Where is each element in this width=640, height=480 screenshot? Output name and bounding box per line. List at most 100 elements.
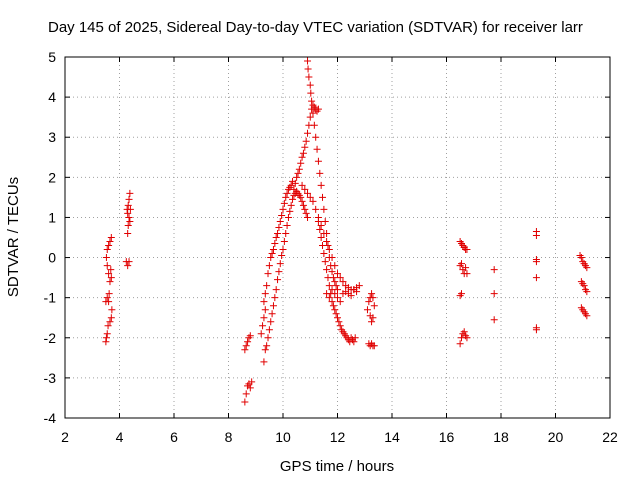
- data-point: [259, 322, 267, 330]
- data-point: [103, 262, 111, 270]
- data-point: [269, 302, 277, 310]
- y-tick-label: -3: [44, 370, 57, 386]
- data-point: [271, 294, 279, 302]
- x-tick-label: 16: [439, 429, 455, 445]
- data-point: [306, 113, 314, 121]
- data-point: [126, 189, 134, 197]
- data-point: [319, 193, 327, 201]
- data-point: [264, 334, 272, 342]
- data-point: [325, 246, 333, 254]
- data-point: [307, 89, 315, 97]
- data-point: [124, 201, 132, 209]
- data-point: [244, 338, 252, 346]
- data-point: [278, 211, 286, 219]
- data-point: [102, 338, 110, 346]
- data-point: [323, 266, 331, 274]
- x-tick-label: 8: [225, 429, 233, 445]
- data-point: [312, 133, 320, 141]
- data-point: [124, 209, 132, 217]
- data-point: [490, 316, 498, 324]
- data-point: [289, 195, 297, 203]
- data-point: [263, 282, 271, 290]
- data-point: [314, 217, 322, 225]
- data-point: [276, 217, 284, 225]
- data-point: [102, 254, 110, 262]
- data-point: [280, 238, 288, 246]
- y-tick-label: -4: [44, 410, 57, 426]
- data-point: [305, 73, 313, 81]
- y-axis-label: SDTVAR / TECUs: [5, 177, 22, 297]
- data-point: [328, 268, 336, 276]
- data-point: [462, 264, 470, 272]
- data-point: [107, 274, 115, 282]
- data-point: [304, 213, 312, 221]
- data-point: [242, 342, 250, 350]
- data-point: [532, 231, 540, 239]
- data-point: [353, 288, 361, 296]
- data-point: [105, 298, 113, 306]
- data-point: [324, 274, 332, 282]
- data-point: [302, 209, 310, 217]
- data-point: [323, 290, 331, 298]
- data-point: [125, 195, 133, 203]
- data-point: [460, 328, 468, 336]
- data-point: [321, 258, 329, 266]
- data-point: [274, 229, 282, 237]
- data-point: [267, 254, 275, 262]
- data-point: [260, 358, 268, 366]
- data-point: [290, 185, 298, 193]
- data-point: [126, 205, 134, 213]
- data-point: [102, 334, 110, 342]
- data-point: [279, 205, 287, 213]
- data-point: [297, 159, 305, 167]
- y-tick-label: 3: [48, 129, 56, 145]
- data-point: [334, 270, 341, 278]
- data-point: [126, 217, 134, 225]
- data-point: [284, 213, 292, 221]
- data-point: [368, 318, 376, 326]
- data-point: [457, 290, 465, 298]
- data-point: [287, 201, 295, 209]
- x-tick-label: 20: [548, 429, 564, 445]
- data-point: [532, 274, 540, 282]
- data-point: [583, 264, 591, 272]
- data-point: [106, 238, 114, 246]
- data-point: [490, 266, 498, 274]
- data-point: [241, 346, 249, 354]
- data-point: [351, 334, 359, 342]
- plot-frame: [64, 56, 611, 419]
- data-point: [331, 306, 339, 314]
- data-point: [261, 290, 269, 298]
- grid: [65, 57, 610, 418]
- data-point: [268, 250, 276, 258]
- data-point: [368, 290, 376, 298]
- data-point: [105, 270, 113, 278]
- data-point: [317, 221, 325, 229]
- data-point: [124, 229, 132, 237]
- data-point: [103, 246, 111, 254]
- data-point: [313, 145, 321, 153]
- data-point: [314, 157, 322, 165]
- data-point: [291, 179, 299, 187]
- data-point: [124, 221, 132, 229]
- data-point: [347, 292, 355, 300]
- data-point: [298, 153, 306, 161]
- x-tick-label: 6: [170, 429, 178, 445]
- data-point: [105, 290, 113, 298]
- data-point: [532, 256, 540, 264]
- y-tick-label: 4: [48, 89, 56, 105]
- data-point: [336, 322, 344, 330]
- x-tick-label: 12: [330, 429, 346, 445]
- data-point: [304, 57, 312, 65]
- data-point: [314, 105, 322, 113]
- data-point: [294, 169, 302, 177]
- data-point: [583, 312, 591, 320]
- data-point: [336, 298, 344, 306]
- data-point: [106, 278, 114, 286]
- data-point: [297, 193, 305, 201]
- data-point: [107, 314, 115, 322]
- data-point: [328, 254, 336, 262]
- data-point: [456, 340, 464, 348]
